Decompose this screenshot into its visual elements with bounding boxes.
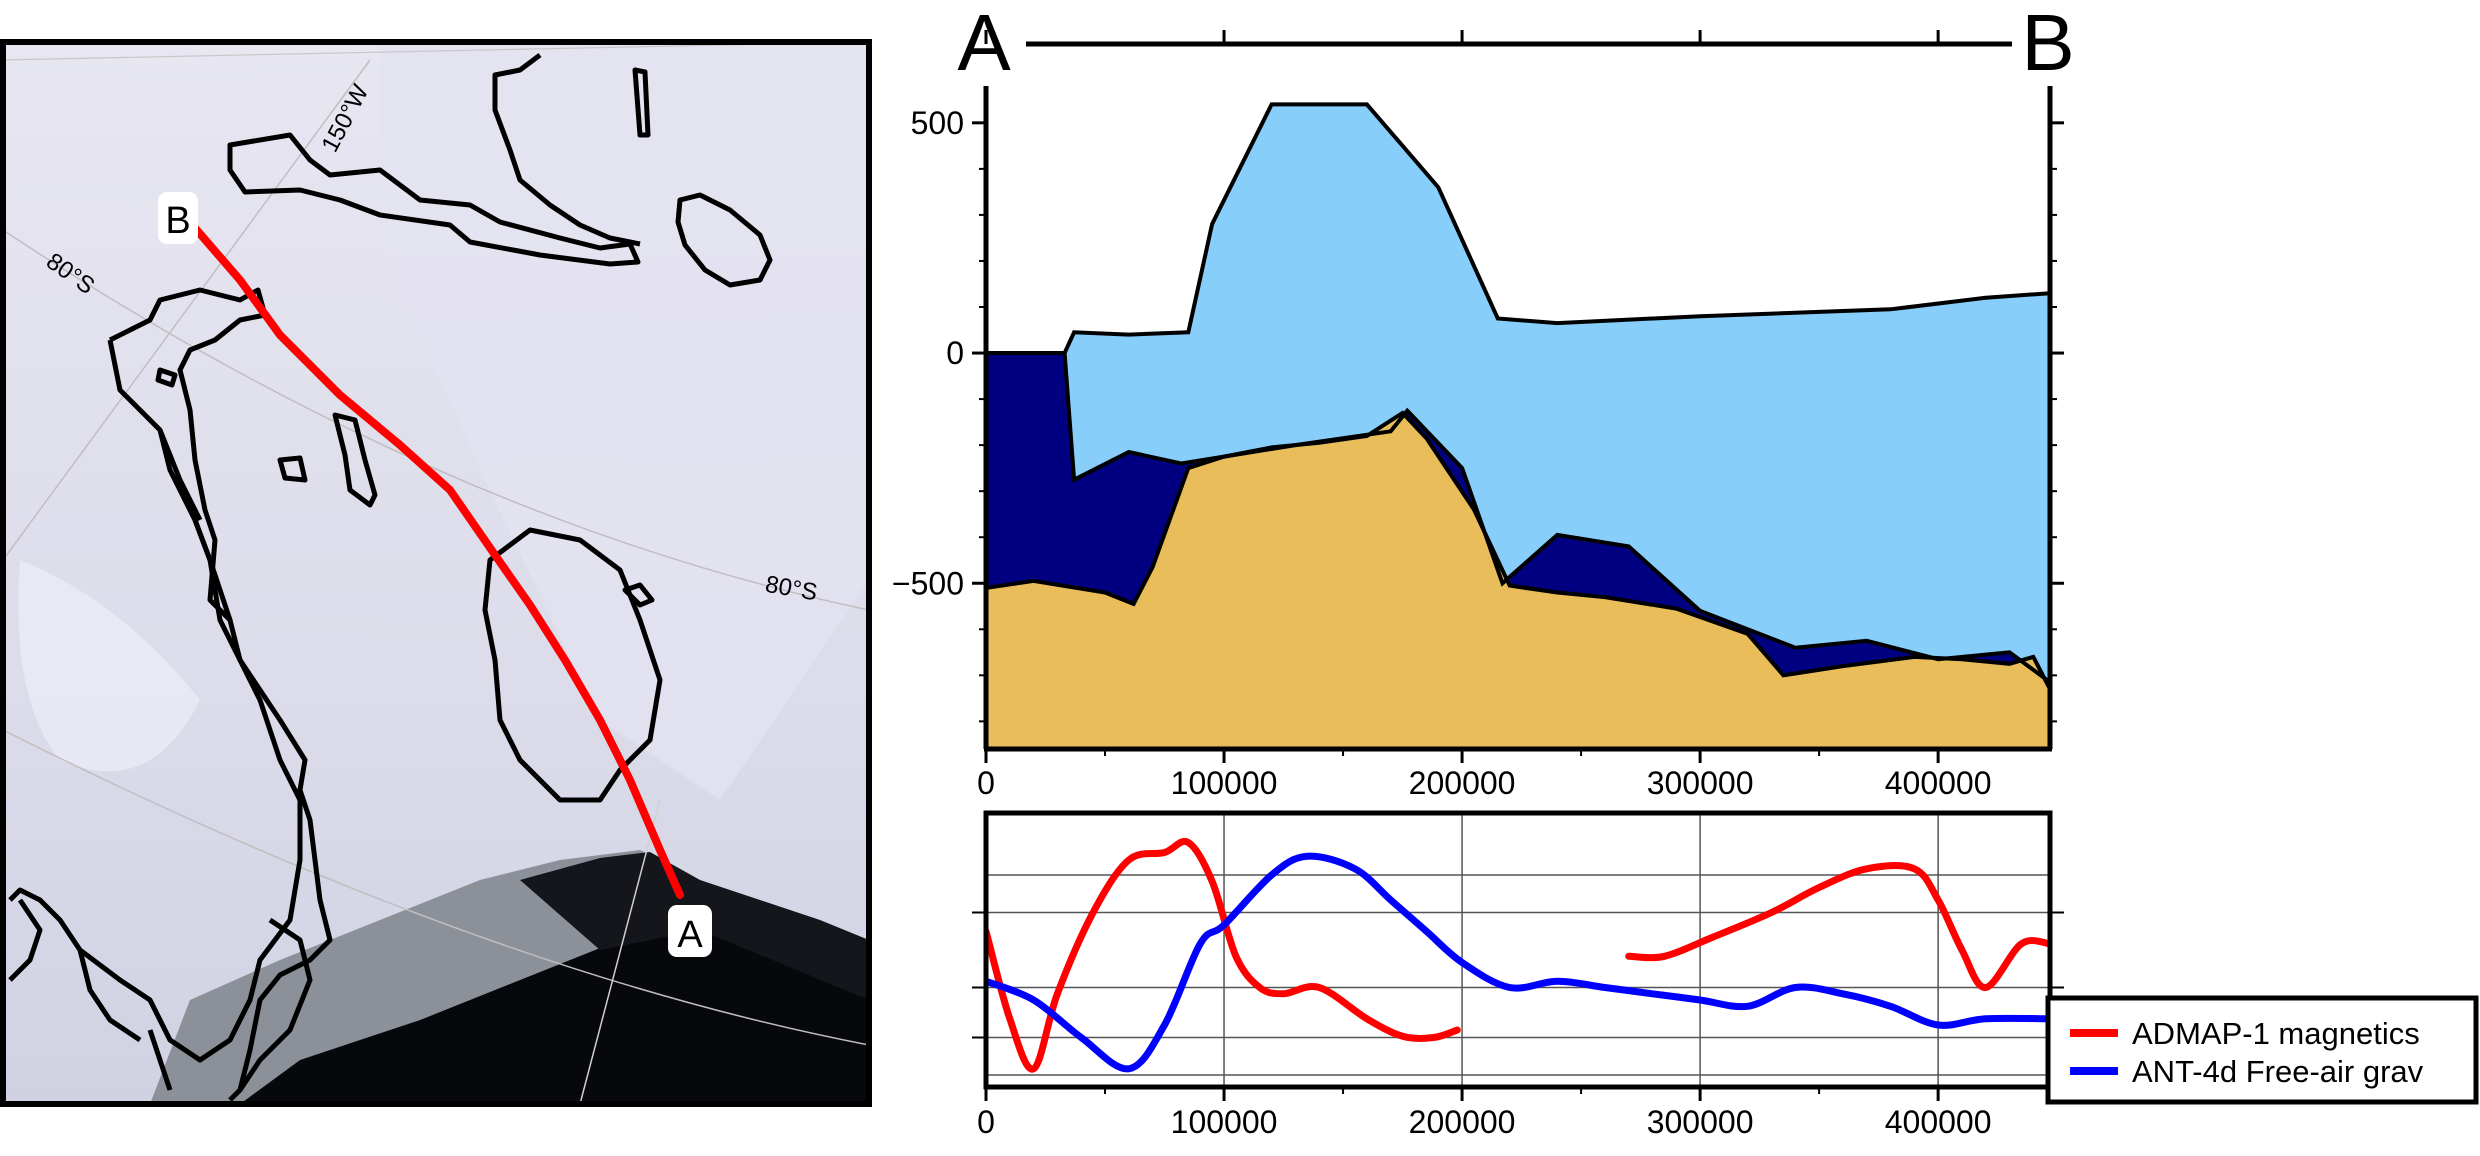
signal-background [986, 813, 2050, 1087]
profile-end-label: B [2021, 0, 2074, 87]
x-tick-label: 300000 [1647, 765, 1754, 801]
graticule-line [579, 799, 661, 1104]
signal-panel: 0 100000 200000 300000 400000 ADMAP-1 magnet… [972, 810, 2479, 1140]
snow-patches [18, 560, 200, 772]
x-tick-label: 0 [977, 765, 995, 801]
legend-label: ANT-4d Free-air grav [2132, 1054, 2424, 1089]
legend-box [2045, 995, 2479, 1105]
bed-area [986, 412, 2050, 749]
y-tick-label: −500 [892, 565, 964, 601]
x-tick-label: 400000 [1885, 765, 1992, 801]
legend-label: ADMAP-1 magnetics [2132, 1016, 2420, 1051]
profile-top-ticks [984, 30, 1940, 44]
profile-x-ticks: 0 100000 200000 300000 400000 [977, 749, 1992, 801]
x-tick-label: 200000 [1409, 1104, 1516, 1140]
profile-y-ticks: 500 0 −500 [892, 105, 2064, 723]
profile-panel: A B 500 0 −500 0 100000 200000 300000 400000 [892, 0, 2075, 801]
series-line-1 [986, 852, 2050, 1073]
map-point-a-label: A [677, 914, 703, 956]
x-tick-label: 200000 [1409, 765, 1516, 801]
x-tick-label: 400000 [1885, 1104, 1992, 1140]
signal-frame [983, 810, 2053, 1090]
profile-start-label: A [957, 0, 1011, 87]
map-panel: 150°W 80°S 80°S B A [0, 39, 872, 1107]
graticule-line [3, 229, 869, 611]
map-point-b: B [158, 192, 198, 244]
graticule-line [3, 729, 869, 1046]
map-point-a: A [668, 905, 712, 957]
ice-area [986, 104, 2050, 683]
profile-line [191, 224, 684, 899]
map-frame [0, 39, 872, 1107]
x-tick-label: 100000 [1171, 1104, 1278, 1140]
signal-grid [972, 813, 2064, 1087]
map-point-a-box [668, 905, 712, 957]
ice-shelf-tint [380, 42, 869, 800]
y-tick-label: 0 [946, 335, 964, 371]
map-point-b-label: B [165, 200, 190, 242]
series-line-0 [1625, 862, 2050, 991]
signal-lines [986, 837, 2050, 1073]
coastline [8, 53, 773, 1102]
y-tick-label: 500 [911, 105, 964, 141]
ice-base-line [986, 351, 2050, 684]
signal-x-ticks: 0 100000 200000 300000 400000 [977, 1087, 1992, 1140]
surface-line [986, 102, 2050, 355]
graticule-line [3, 59, 371, 561]
map-point-b-box [158, 192, 198, 244]
x-tick-label: 0 [977, 1104, 995, 1140]
series-line-0 [986, 837, 1461, 1073]
x-tick-label: 300000 [1647, 1104, 1754, 1140]
bed-line [986, 410, 2050, 691]
x-tick-label: 100000 [1171, 765, 1278, 801]
